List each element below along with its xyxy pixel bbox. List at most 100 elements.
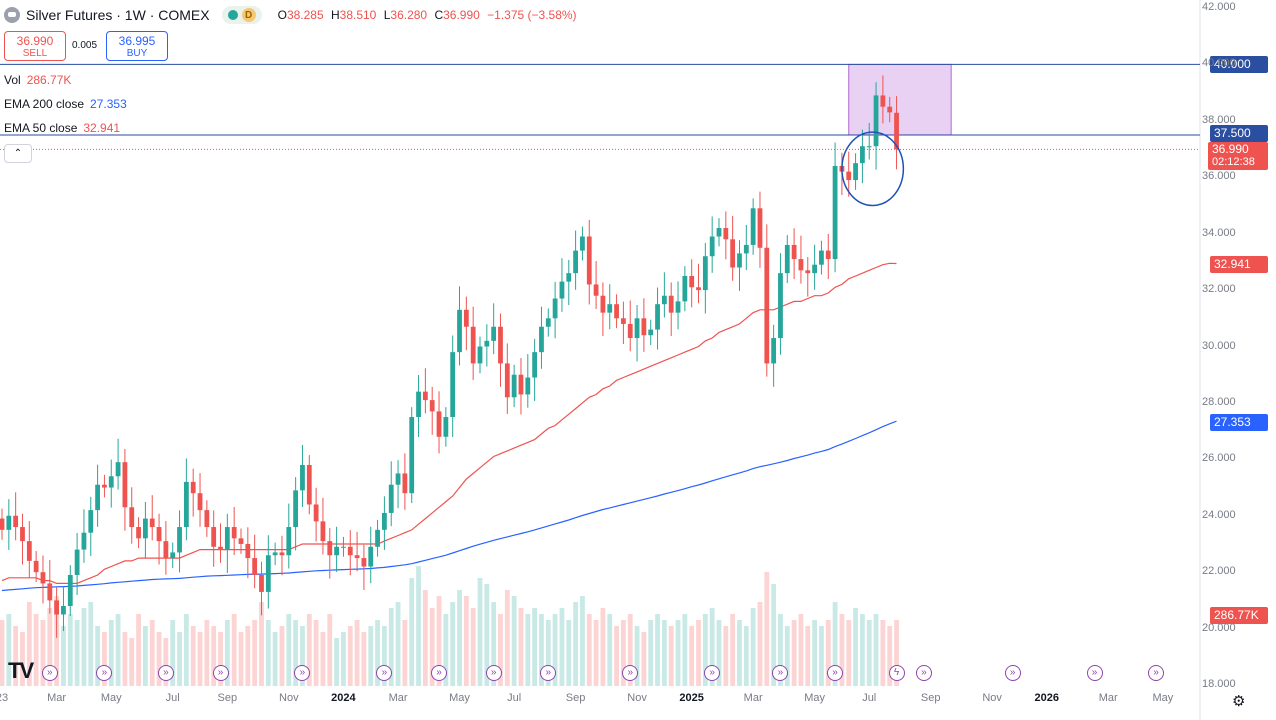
- candle-body: [607, 304, 613, 313]
- volume-bar: [177, 632, 182, 686]
- candle-body: [231, 527, 237, 539]
- volume-bar: [47, 608, 53, 686]
- market-status-pill[interactable]: D: [221, 6, 262, 24]
- candle-body: [648, 329, 654, 336]
- candle-body: [6, 515, 12, 530]
- volume-bar: [655, 614, 660, 686]
- event-marker-icon[interactable]: »: [157, 665, 174, 681]
- event-marker-icon[interactable]: »: [622, 665, 639, 681]
- candle-body: [0, 518, 5, 530]
- ema50-indicator-legend[interactable]: EMA 50 close 32.941: [4, 121, 121, 135]
- candle-body: [156, 527, 162, 542]
- volume-bar: [272, 632, 278, 686]
- volume-bar: [709, 608, 715, 686]
- candle-body: [860, 146, 865, 164]
- volume-bar: [197, 632, 203, 686]
- gear-icon[interactable]: ⚙: [1232, 693, 1246, 710]
- volume-bar: [504, 590, 510, 686]
- event-marker-icon[interactable]: »: [431, 665, 448, 681]
- candle-body: [67, 574, 73, 607]
- event-marker-icon[interactable]: »: [1086, 665, 1103, 681]
- ema200-indicator-legend[interactable]: EMA 200 close 27.353: [4, 97, 127, 111]
- y-tick-label: 18.000: [1202, 678, 1236, 690]
- volume-bar: [0, 620, 5, 686]
- event-marker-icon[interactable]: »: [96, 665, 113, 681]
- volume-bar: [457, 590, 462, 686]
- candle-body: [102, 484, 107, 488]
- candle-body: [709, 236, 715, 257]
- volume-bar: [648, 620, 654, 686]
- volume-bar: [347, 626, 353, 686]
- event-marker-icon[interactable]: »: [1148, 665, 1165, 681]
- candle-body: [320, 521, 326, 542]
- candle-body: [682, 275, 688, 302]
- candle-body: [887, 106, 893, 113]
- candle-body: [422, 391, 428, 401]
- event-marker-icon[interactable]: »: [41, 665, 58, 681]
- candle-body: [539, 326, 544, 353]
- sell-button[interactable]: 36.990 SELL: [4, 31, 66, 61]
- candle-body: [525, 377, 531, 395]
- volume-bar: [573, 602, 578, 686]
- event-marker-icon[interactable]: »: [294, 665, 311, 681]
- event-marker-icon[interactable]: »: [915, 665, 932, 681]
- x-tick-label: 2025: [679, 692, 704, 704]
- candle-body: [272, 552, 278, 556]
- event-marker-icon[interactable]: »: [376, 665, 393, 681]
- volume-bar: [183, 614, 189, 686]
- volume-bar: [737, 620, 742, 686]
- candle-body: [170, 552, 176, 559]
- event-marker-icon[interactable]: »: [1004, 665, 1021, 681]
- tradingview-logo[interactable]: TV: [8, 658, 34, 683]
- ohlc-values: O38.285 H38.510 L36.280 C36.990 −1.375 (…: [277, 8, 577, 22]
- event-marker-icon[interactable]: »: [212, 665, 229, 681]
- event-marker-icon[interactable]: »: [485, 665, 502, 681]
- volume-bar: [67, 614, 73, 686]
- candle-body: [545, 318, 551, 327]
- event-marker-icon[interactable]: »: [827, 665, 844, 681]
- y-tick-label: 36.000: [1202, 170, 1236, 183]
- volume-bar: [627, 614, 633, 686]
- candle-body: [791, 244, 797, 260]
- volume-bar: [74, 620, 80, 686]
- candle-body: [436, 411, 442, 437]
- candle-body: [368, 546, 374, 567]
- volume-bar: [40, 620, 46, 686]
- event-marker-icon[interactable]: »: [772, 665, 789, 681]
- symbol-title[interactable]: Silver Futures · 1W · COMEX: [26, 7, 210, 23]
- volume-bar: [33, 614, 39, 686]
- collapse-legend-button[interactable]: ⌃: [4, 144, 32, 163]
- candle-body: [61, 606, 66, 615]
- event-marker-icon[interactable]: »: [704, 665, 721, 681]
- volume-bar: [661, 620, 667, 686]
- candle-body: [265, 555, 271, 592]
- buy-button[interactable]: 36.995 BUY: [106, 31, 168, 61]
- candle-body: [812, 264, 817, 274]
- candle-body: [416, 391, 421, 418]
- volume-bar: [443, 614, 449, 686]
- candle-body: [457, 309, 462, 353]
- volume-bar: [265, 620, 271, 686]
- volume-bar: [805, 626, 811, 686]
- candle-body: [341, 546, 346, 548]
- volume-bar: [416, 566, 421, 686]
- candle-body: [306, 464, 312, 505]
- candle-body: [477, 346, 483, 364]
- flash-icon[interactable]: ϟ: [888, 665, 905, 681]
- volume-bar: [730, 614, 736, 686]
- volume-bar: [409, 578, 415, 686]
- candle-body: [757, 208, 763, 248]
- candle-body: [354, 555, 360, 559]
- current-price-label: 36.990 02:12:38: [1208, 142, 1268, 170]
- candle-body: [327, 541, 333, 556]
- volume-bar: [702, 614, 708, 686]
- volume-bar: [634, 626, 640, 686]
- event-marker-icon[interactable]: »: [540, 665, 557, 681]
- volume-bar: [26, 602, 32, 686]
- volume-bar: [764, 572, 770, 686]
- candle-body: [675, 301, 681, 313]
- candle-body: [375, 529, 380, 547]
- volume-indicator-legend[interactable]: Vol 286.77K: [4, 73, 72, 87]
- volume-bar: [354, 620, 360, 686]
